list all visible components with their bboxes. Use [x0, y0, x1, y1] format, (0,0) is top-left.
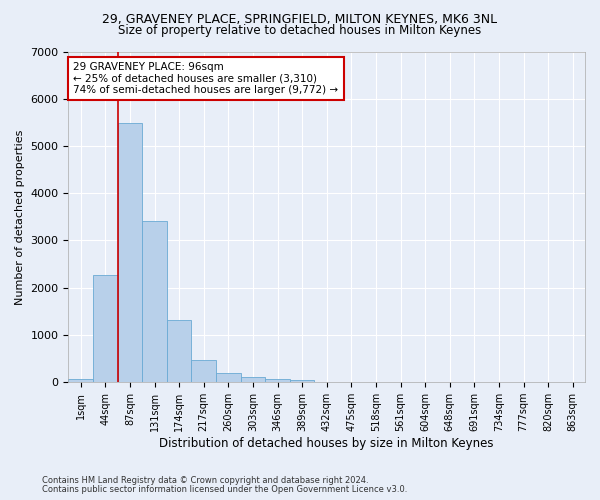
- Bar: [216, 373, 241, 382]
- Bar: [142, 220, 167, 382]
- Text: 29 GRAVENEY PLACE: 96sqm
← 25% of detached houses are smaller (3,310)
74% of sem: 29 GRAVENEY PLACE: 96sqm ← 25% of detach…: [73, 62, 338, 95]
- Text: Contains HM Land Registry data © Crown copyright and database right 2024.: Contains HM Land Registry data © Crown c…: [42, 476, 368, 485]
- Bar: [167, 320, 191, 382]
- Bar: [68, 378, 93, 382]
- Bar: [241, 377, 265, 382]
- Bar: [191, 360, 216, 382]
- Text: Size of property relative to detached houses in Milton Keynes: Size of property relative to detached ho…: [118, 24, 482, 37]
- Bar: [93, 274, 118, 382]
- Bar: [118, 124, 142, 382]
- Y-axis label: Number of detached properties: Number of detached properties: [15, 129, 25, 304]
- Bar: [290, 380, 314, 382]
- Text: Contains public sector information licensed under the Open Government Licence v3: Contains public sector information licen…: [42, 485, 407, 494]
- Text: 29, GRAVENEY PLACE, SPRINGFIELD, MILTON KEYNES, MK6 3NL: 29, GRAVENEY PLACE, SPRINGFIELD, MILTON …: [103, 12, 497, 26]
- Bar: [265, 378, 290, 382]
- X-axis label: Distribution of detached houses by size in Milton Keynes: Distribution of detached houses by size …: [160, 437, 494, 450]
